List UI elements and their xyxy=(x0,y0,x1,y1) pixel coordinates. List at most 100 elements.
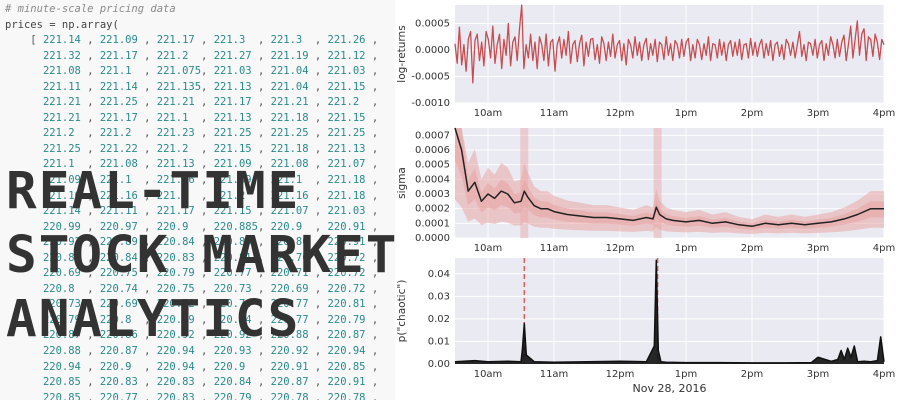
code-value: 221.25 xyxy=(42,142,88,155)
code-value: 221.21 xyxy=(42,111,88,124)
code-value: 221.25 xyxy=(99,96,145,109)
code-value: 220.81 xyxy=(213,251,258,264)
plot-area xyxy=(455,5,884,103)
x-tick-label: 10am xyxy=(474,108,503,119)
code-row: 221.14 , 221.11 , 221.17 , 221.15 , 221.… xyxy=(42,205,379,218)
x-tick-label: 11am xyxy=(540,243,569,254)
code-value: 221.2 xyxy=(99,127,145,140)
code-value: 220.94 xyxy=(156,360,202,373)
code-value: 221.13 xyxy=(327,142,372,155)
code-row: [ 221.14 , 221.09 , 221.17 , 221.3 , 221… xyxy=(5,34,379,47)
code-value: 220.72 xyxy=(327,282,372,295)
code-value: 220.78 xyxy=(327,391,372,400)
code-value: 221.18 xyxy=(270,142,315,155)
code-value: 220.72 xyxy=(156,298,202,311)
x-tick-label: 4pm xyxy=(873,369,895,380)
code-value: 221.17 xyxy=(99,111,145,124)
y-tick-label: 0.0001 xyxy=(415,218,450,229)
code-value: 220.99 xyxy=(42,220,88,233)
x-tick-label: 3pm xyxy=(807,369,829,380)
code-value: 220.83 xyxy=(156,376,202,389)
code-value: 220.76 xyxy=(270,251,315,264)
y-axis-label: p("chaotic") xyxy=(396,280,408,343)
code-value: 220.87 xyxy=(327,329,372,342)
code-value: 220.88 xyxy=(42,345,88,358)
code-value: 220.71 xyxy=(270,267,315,280)
code-value: 221.17 xyxy=(156,34,202,47)
code-value: 221.18 xyxy=(327,189,372,202)
code-row: 220.87 , 220.86 , 220.92 , 220.92 , 220.… xyxy=(42,329,379,342)
code-value: 220.9 xyxy=(99,360,145,373)
code-value: 221.2 xyxy=(42,127,88,140)
code-row: 220.92 , 220.89 , 220.84 , 220.85 , 220.… xyxy=(42,236,379,249)
y-tick-label: 0.03 xyxy=(428,291,450,302)
code-value: 220.91 xyxy=(270,360,315,373)
code-value: 220.9 xyxy=(156,220,202,233)
code-value: 221.13 xyxy=(213,80,258,93)
code-value: 221.11 xyxy=(99,205,145,218)
code-row: 221.09 , 221.1 , 221.06 , 221.09 , 221.1… xyxy=(42,174,379,187)
code-row: 221.11 , 221.14 , 221.135, 221.13 , 221.… xyxy=(42,80,379,93)
code-row: 221.08 , 221.1 , 221.075, 221.03 , 221.0… xyxy=(42,65,379,78)
code-value: 221.14 xyxy=(42,34,88,47)
code-value: 220.84 xyxy=(213,376,258,389)
code-value: 221.21 xyxy=(270,96,315,109)
code-row: 220.88 , 220.87 , 220.94 , 220.93 , 220.… xyxy=(42,345,379,358)
code-value: 221.19 xyxy=(270,49,315,62)
code-row: 220.89 , 220.84 , 220.83 , 220.81 , 220.… xyxy=(42,251,379,264)
y-tick-label: 0.02 xyxy=(428,314,450,325)
code-value: 221.1 xyxy=(156,189,202,202)
y-tick-label: 0.0006 xyxy=(415,145,450,156)
y-tick-label: 0.0002 xyxy=(415,204,450,215)
code-value: 221.03 xyxy=(213,65,258,78)
code-row: 220.85 , 220.83 , 220.83 , 220.84 , 220.… xyxy=(42,376,379,389)
code-value: 220.97 xyxy=(99,220,145,233)
code-value: 221.17 xyxy=(156,205,202,218)
code-value: 221.16 xyxy=(270,189,315,202)
code-value: 221.21 xyxy=(42,96,88,109)
code-value: 220.77 xyxy=(99,391,145,400)
code-value: 220.86 xyxy=(270,236,315,249)
y-tick-label: 0.0004 xyxy=(415,174,450,185)
code-value: 220.93 xyxy=(213,345,258,358)
sigma-streak xyxy=(520,128,529,238)
code-row: 220.94 , 220.9 , 220.94 , 220.9 , 220.91… xyxy=(42,360,379,373)
code-value: 220.92 xyxy=(270,345,315,358)
code-value: 221.13 xyxy=(213,111,258,124)
code-value: 220.74 xyxy=(213,298,258,311)
code-panel: # minute-scale pricing data prices = np.a… xyxy=(0,0,395,400)
code-value: 221.08 xyxy=(42,65,88,78)
code-value: 220.87 xyxy=(270,376,315,389)
code-value: 221.1 xyxy=(156,111,202,124)
code-value: 220.85 xyxy=(327,360,372,373)
code-value: 220.73 xyxy=(213,282,258,295)
series-line xyxy=(454,127,884,228)
code-value: 220.83 xyxy=(156,251,202,264)
code-value: 220.77 xyxy=(270,298,315,311)
code-value: 220.75 xyxy=(156,282,202,295)
code-value: 221.1 xyxy=(270,174,315,187)
code-value: 221.14 xyxy=(42,205,88,218)
code-value: 221.11 xyxy=(42,80,88,93)
x-tick-label: 12pm xyxy=(606,108,635,119)
code-block: # minute-scale pricing data prices = np.a… xyxy=(5,2,378,400)
code-value: 220.77 xyxy=(213,267,258,280)
code-value: 220.94 xyxy=(327,345,372,358)
code-value: 221.07 xyxy=(270,205,315,218)
code-value: 220.79 xyxy=(327,313,372,326)
code-value: 221.04 xyxy=(270,80,315,93)
y-tick-label: 0.0007 xyxy=(415,130,450,141)
x-tick-label: 1pm xyxy=(675,108,697,119)
code-comment: # minute-scale pricing data xyxy=(5,3,176,15)
code-value: 220.79 xyxy=(156,267,202,280)
code-value: 220.79 xyxy=(156,313,202,326)
code-value: 221.22 xyxy=(99,142,145,155)
code-value: 220.72 xyxy=(327,267,372,280)
code-row: 221.1 , 221.08 , 221.13 , 221.09 , 221.0… xyxy=(42,158,379,171)
headline-line-2: STOCK MARKET xyxy=(6,226,395,285)
code-value: 220.69 xyxy=(99,298,145,311)
code-value: 221.14 xyxy=(99,80,145,93)
code-value: 221.07 xyxy=(327,158,372,171)
code-value: 220.85 xyxy=(42,376,88,389)
code-value: 221.1 xyxy=(99,65,145,78)
